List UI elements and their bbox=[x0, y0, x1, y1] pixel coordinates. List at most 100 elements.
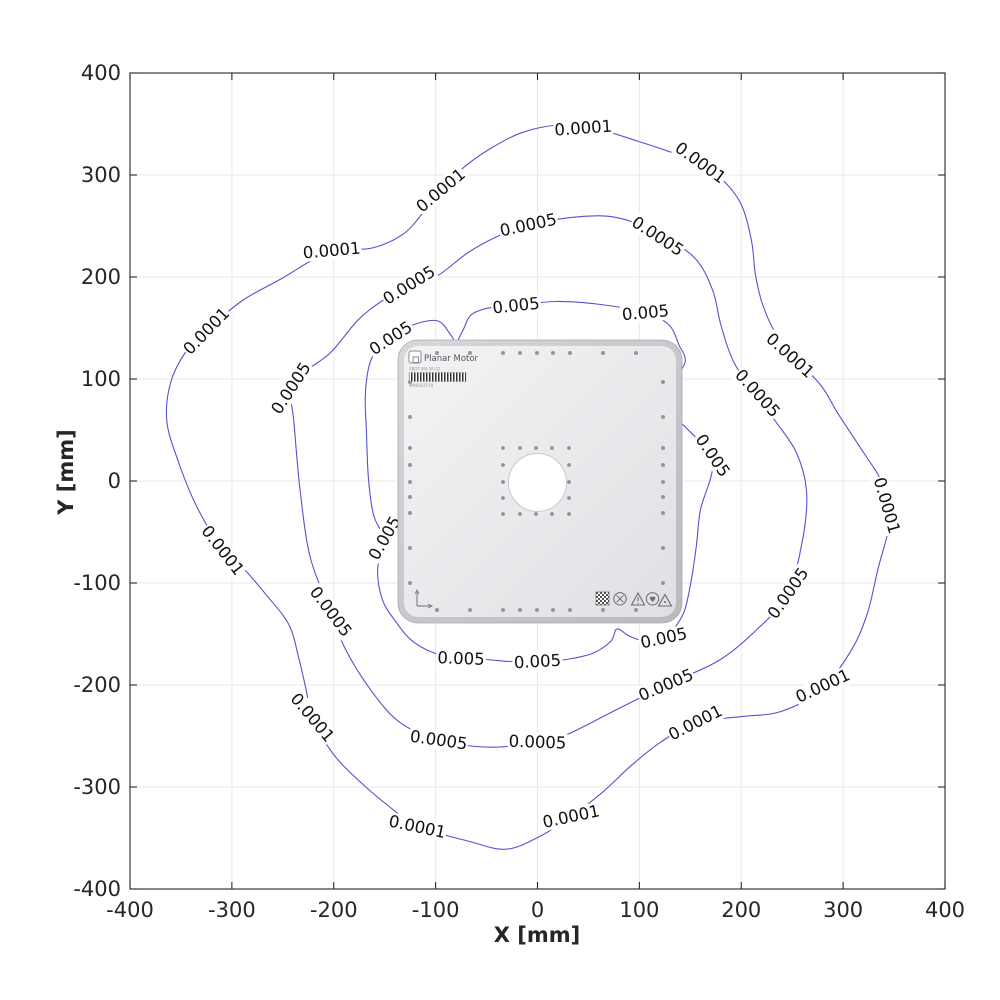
center-hole-dot bbox=[534, 446, 538, 450]
x-tick-label: 200 bbox=[721, 898, 762, 922]
contour-label-halo bbox=[637, 624, 691, 653]
x-tick-label: -200 bbox=[309, 898, 358, 922]
contour-label-0.005: 0.005 bbox=[435, 648, 487, 669]
center-hole-dot bbox=[534, 512, 538, 516]
contour-label-text: 0.0005 bbox=[764, 564, 813, 622]
contour-label-0.0001: 0.0001 bbox=[197, 521, 249, 580]
y-tick-label: 100 bbox=[80, 367, 121, 391]
contour-label-0.0001: 0.0001 bbox=[870, 474, 904, 537]
caution-triangle-icon bbox=[657, 593, 673, 607]
contour-label-text: 0.0001 bbox=[554, 117, 613, 140]
screw-hole bbox=[535, 608, 539, 612]
center-hole-dot bbox=[550, 512, 554, 516]
contour-label-0.0005: 0.0005 bbox=[267, 358, 315, 418]
contour-label-text: 0.005 bbox=[437, 648, 485, 669]
screw-hole bbox=[568, 608, 572, 612]
x-tick-label: -300 bbox=[208, 898, 256, 922]
screw-hole bbox=[435, 351, 439, 355]
circle-cross-icon bbox=[613, 592, 627, 606]
screw-hole bbox=[634, 351, 638, 355]
contour-label-halo bbox=[619, 301, 672, 324]
y-tick-label: -100 bbox=[73, 571, 121, 595]
center-hole-dot bbox=[501, 480, 505, 484]
contour-label-0.0001: 0.0001 bbox=[179, 303, 234, 359]
circle-cross-lines bbox=[616, 594, 624, 603]
center-hole-dot bbox=[567, 480, 571, 484]
screw-hole bbox=[661, 415, 665, 419]
contour-label-0.0005: 0.0005 bbox=[408, 727, 470, 754]
center-hole-dot bbox=[518, 512, 522, 516]
contour-label-text: 0.0001 bbox=[302, 239, 361, 263]
contour-label-halo bbox=[763, 563, 813, 623]
device-serial: MN6002710 bbox=[409, 383, 434, 388]
x-tick-label: -100 bbox=[411, 898, 460, 922]
contour-label-halo bbox=[635, 665, 697, 705]
device-screw-holes bbox=[408, 351, 665, 612]
contour-label-text: 0.005 bbox=[513, 651, 561, 672]
screw-hole bbox=[435, 608, 439, 612]
y-tick-label: -400 bbox=[73, 877, 121, 901]
screw-hole bbox=[408, 446, 412, 450]
contour-label-text: 0.0001 bbox=[180, 304, 234, 359]
contour-label-halo bbox=[627, 212, 688, 260]
contour-label-text: 0.0001 bbox=[665, 701, 725, 744]
contour-label-halo bbox=[671, 138, 730, 188]
contour-label-0.0005: 0.0005 bbox=[379, 261, 439, 309]
screw-hole bbox=[518, 608, 522, 612]
contour-label-text: 0.0001 bbox=[672, 138, 730, 187]
y-tick-label: -200 bbox=[73, 673, 121, 697]
contour-label-text: 0.0001 bbox=[387, 812, 447, 843]
screw-hole bbox=[601, 608, 605, 612]
contour-label-text: 0.0005 bbox=[267, 359, 314, 418]
screw-hole bbox=[661, 446, 665, 450]
y-tick-label: 400 bbox=[80, 61, 121, 85]
contour-label-0.005: 0.005 bbox=[691, 429, 735, 482]
contour-label-halo bbox=[497, 210, 560, 240]
contour-label-text: 0.0005 bbox=[628, 213, 687, 260]
contour-label-halo bbox=[301, 238, 362, 263]
axes-box bbox=[129, 72, 946, 890]
screw-hole bbox=[634, 608, 638, 612]
screw-hole bbox=[661, 463, 665, 467]
y-axis-label: Y [mm] bbox=[54, 429, 78, 515]
contour-label-text: 0.0001 bbox=[793, 665, 853, 707]
warning-triangle-icon bbox=[630, 591, 646, 606]
screw-hole bbox=[408, 511, 412, 515]
screw-hole bbox=[661, 546, 665, 550]
center-hole-dot bbox=[567, 446, 571, 450]
contour-label-halo bbox=[664, 701, 726, 745]
contour-label-halo bbox=[364, 317, 417, 360]
contour-label-halo bbox=[286, 689, 339, 747]
contour-label-halo bbox=[731, 365, 784, 422]
certification-icons: ♥ bbox=[595, 591, 673, 607]
contour-label-text: 0.0001 bbox=[762, 329, 818, 382]
contour-label-text: 0.0005 bbox=[409, 727, 469, 754]
contour-label-text: 0.0001 bbox=[412, 164, 468, 216]
contour-label-0.0001: 0.0001 bbox=[412, 164, 470, 217]
contour-label-text: 0.0005 bbox=[306, 583, 356, 641]
x-tick-label: 100 bbox=[619, 898, 660, 922]
contour-label-halo bbox=[386, 811, 449, 842]
x-tick-label: 400 bbox=[924, 898, 966, 922]
screw-hole bbox=[661, 581, 665, 585]
contour-label-text: 0.0005 bbox=[498, 210, 558, 241]
contour-label-halo bbox=[379, 261, 439, 309]
center-hole-dot bbox=[567, 496, 571, 500]
center-hole-dot bbox=[567, 512, 571, 516]
screw-hole bbox=[661, 380, 665, 384]
contour-label-halo bbox=[540, 801, 602, 832]
center-hole-dot bbox=[550, 446, 554, 450]
contour-label-halo bbox=[364, 511, 405, 565]
center-hole-dot bbox=[501, 463, 505, 467]
contour-label-0.0005: 0.0005 bbox=[507, 732, 568, 753]
contour-label-halo bbox=[305, 582, 356, 641]
x-tick-label: -400 bbox=[106, 898, 154, 922]
contour-label-text: 0.005 bbox=[621, 301, 670, 324]
contour-label-halo bbox=[512, 651, 563, 672]
screw-hole bbox=[501, 351, 505, 355]
coordinate-frame-icon bbox=[414, 588, 434, 609]
screw-hole bbox=[661, 495, 665, 499]
device-photo: Planar Motor XBOT M4-56-02 MN6002710 ♥ bbox=[397, 339, 683, 624]
